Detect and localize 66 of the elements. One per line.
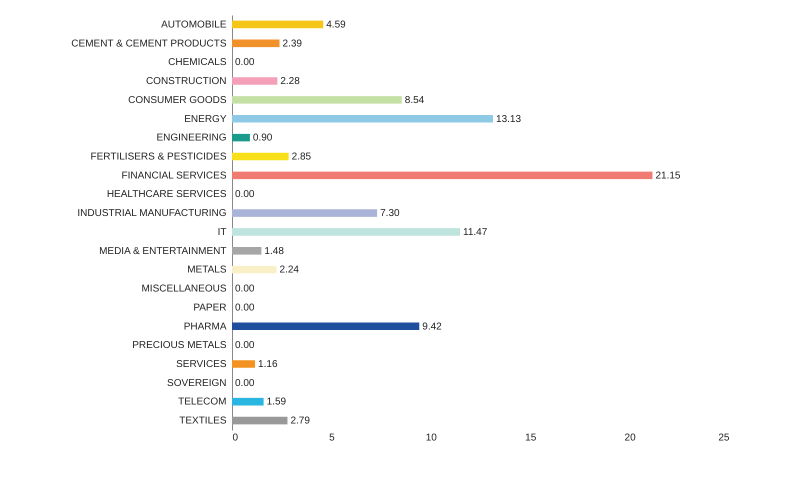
bar xyxy=(232,322,420,330)
y-tick-label: CONSTRUCTION xyxy=(146,76,226,88)
data-label: 2.24 xyxy=(280,264,300,276)
data-label: 11.47 xyxy=(463,226,488,238)
bar xyxy=(232,40,280,48)
bar xyxy=(232,152,289,160)
y-tick-label: CHEMICALS xyxy=(168,57,227,68)
y-tick-label: MEDIA & ENTERTAINMENT xyxy=(99,246,226,257)
bar xyxy=(232,20,324,28)
bar xyxy=(232,134,250,142)
data-label: 0.00 xyxy=(235,284,255,295)
data-label: 2.28 xyxy=(280,76,300,88)
y-tick-label: PHARMA xyxy=(184,321,227,332)
data-label: 2.85 xyxy=(292,151,312,162)
bar xyxy=(232,398,264,406)
y-tick-label: CEMENT & CEMENT PRODUCTS xyxy=(71,38,227,50)
data-label: 0.00 xyxy=(235,189,255,200)
x-tick-label: 0 xyxy=(232,432,238,444)
data-label: 4.59 xyxy=(326,19,346,30)
data-label: 1.59 xyxy=(266,396,287,408)
data-label: 1.16 xyxy=(258,358,278,370)
x-tick-label: 10 xyxy=(426,432,438,444)
y-tick-label: ENERGY xyxy=(184,114,227,125)
y-tick-label: AUTOMOBILE xyxy=(161,19,227,30)
x-tick-label: 25 xyxy=(718,432,730,444)
data-label: 2.39 xyxy=(282,38,302,50)
bar xyxy=(232,360,256,368)
x-tick-label: 20 xyxy=(624,432,636,444)
data-label: 21.15 xyxy=(655,170,681,182)
data-label: 1.48 xyxy=(264,246,284,257)
y-tick-label: CONSUMER GOODS xyxy=(128,94,227,106)
bar xyxy=(232,96,402,104)
data-label: 0.90 xyxy=(252,132,273,144)
y-tick-label: SERVICES xyxy=(176,358,227,370)
bar xyxy=(232,247,262,255)
y-tick-label: FERTILISERS & PESTICIDES xyxy=(90,151,227,162)
bar xyxy=(232,416,288,424)
y-tick-label: MISCELLANEOUS xyxy=(141,284,227,295)
y-tick-label: FINANCIAL SERVICES xyxy=(121,170,227,182)
x-tick-label: 15 xyxy=(525,432,537,444)
data-label: 0.00 xyxy=(235,378,255,389)
data-label: 8.54 xyxy=(404,94,425,106)
bar xyxy=(232,114,494,123)
data-label: 0.00 xyxy=(235,340,255,352)
y-tick-label: PRECIOUS METALS xyxy=(132,340,227,352)
y-tick-label: ENGINEERING xyxy=(156,132,227,144)
bar xyxy=(232,209,378,217)
y-tick-label: IT xyxy=(218,226,226,238)
y-tick-label: INDUSTRIAL MANUFACTURING xyxy=(77,208,227,220)
y-tick-label: HEALTHCARE SERVICES xyxy=(106,189,227,200)
y-tick-label: SOVEREIGN xyxy=(167,378,226,389)
bar xyxy=(232,266,277,274)
bar xyxy=(232,77,278,85)
data-label: 13.13 xyxy=(496,114,522,125)
data-label: 9.42 xyxy=(422,321,442,332)
y-tick-label: METALS xyxy=(187,264,227,276)
data-label: 2.79 xyxy=(290,416,310,427)
data-label: 0.00 xyxy=(235,57,255,68)
bar xyxy=(232,172,652,180)
x-tick-label: 5 xyxy=(329,432,336,444)
y-tick-label: PAPER xyxy=(193,302,226,314)
data-label: 7.30 xyxy=(380,208,400,220)
bar xyxy=(232,228,460,236)
data-label: 0.00 xyxy=(235,302,255,314)
y-tick-label: TEXTILES xyxy=(179,416,227,427)
y-tick-label: TELECOM xyxy=(178,396,226,408)
